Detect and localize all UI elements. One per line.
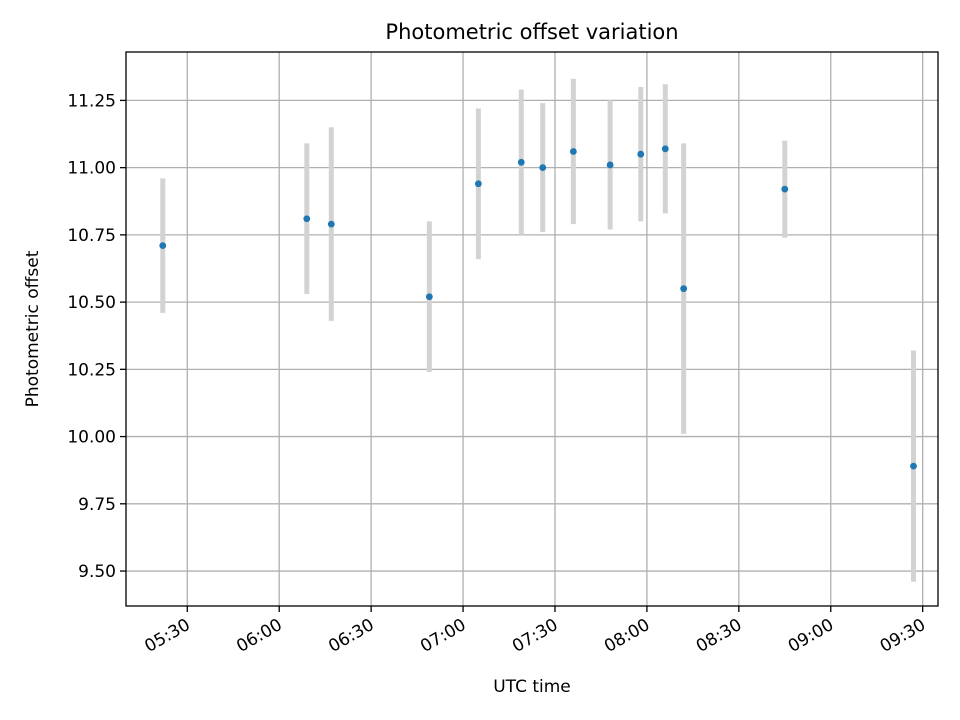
data-point — [159, 242, 167, 250]
y-tick-label: 11.25 — [67, 91, 116, 111]
data-point — [569, 148, 577, 155]
grid — [126, 52, 938, 606]
data-point — [517, 158, 525, 166]
x-tick-label: 09:00 — [785, 615, 837, 657]
x-tick-label: 06:00 — [233, 615, 285, 657]
y-axis-ticks: 9.50 9.75 10.00 10.25 10.50 10.75 11.00 11.25 — [67, 91, 126, 582]
data-point — [539, 164, 547, 172]
data-point — [910, 462, 917, 470]
y-tick-label: 11.00 — [67, 159, 116, 179]
data-point — [425, 293, 433, 301]
data-point — [606, 161, 614, 169]
y-tick-label: 10.75 — [67, 226, 116, 246]
x-axis-ticks: 05:30 06:00 06:30 07:00 07:30 08:00 08:30 09:00… — [141, 606, 929, 657]
data-point — [661, 145, 669, 153]
x-tick-label: 06:30 — [325, 615, 377, 657]
plot-frame — [125, 51, 939, 607]
data-points — [159, 145, 917, 470]
data-point — [680, 285, 688, 293]
data-point — [637, 150, 645, 158]
chart-title: Photometric offset variation — [385, 20, 678, 44]
data-point — [303, 215, 311, 223]
error-bars — [160, 78, 916, 582]
data-point — [781, 185, 789, 193]
x-tick-label: 07:30 — [509, 615, 561, 657]
x-tick-label: 09:30 — [877, 615, 929, 657]
x-axis-label: UTC time — [493, 677, 571, 697]
x-tick-label: 08:30 — [693, 615, 745, 657]
x-tick-label: 05:30 — [141, 615, 193, 657]
y-tick-label: 10.00 — [67, 428, 116, 448]
y-tick-label: 9.75 — [78, 495, 116, 515]
data-point — [474, 180, 482, 188]
data-point — [327, 220, 335, 228]
y-tick-label: 10.50 — [67, 293, 116, 313]
x-tick-label: 08:00 — [601, 615, 653, 657]
y-axis-label: Photometric offset — [23, 250, 43, 407]
y-tick-label: 10.25 — [67, 360, 116, 380]
x-tick-label: 07:00 — [417, 615, 469, 657]
y-tick-label: 9.50 — [78, 562, 116, 582]
